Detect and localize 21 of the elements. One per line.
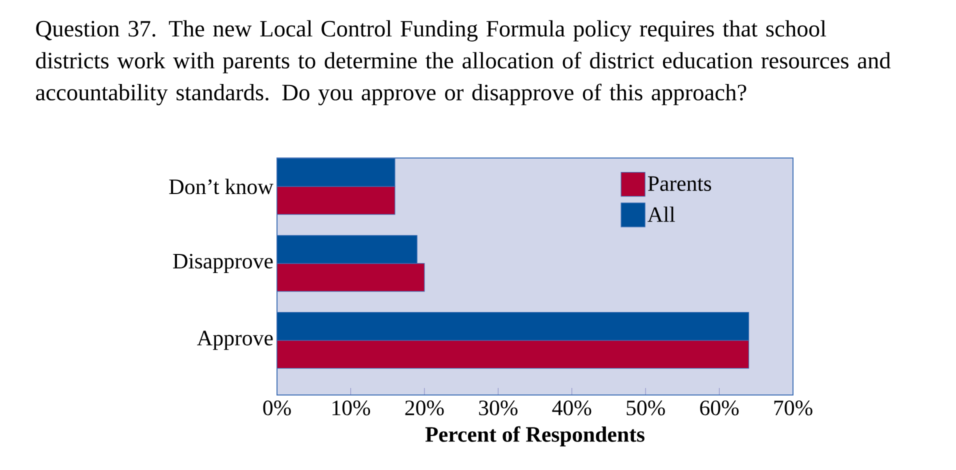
y-tick-label: Don’t know xyxy=(169,178,274,194)
x-tick-label: 60% xyxy=(700,400,739,416)
chart-title: Question 37. The new Local Control Funding Formula policy requires that school districts work with parents to determine the allocation of district education resources and accountability standards. Do you approve or disapprove of this approach? xyxy=(36,20,891,106)
y-tick-label: Approve xyxy=(197,330,273,350)
legend-label: All xyxy=(648,206,675,222)
bar xyxy=(277,158,396,187)
bar xyxy=(277,340,750,369)
x-tick-label: 40% xyxy=(552,400,592,416)
bar xyxy=(277,263,425,292)
legend-label: Parents xyxy=(648,176,712,191)
x-tick-label: 20% xyxy=(405,400,444,416)
y-tick-label: Disapprove xyxy=(173,254,273,273)
x-axis-title: Percent of Respondents xyxy=(425,426,644,446)
x-tick-label: 0% xyxy=(263,400,291,416)
x-tick-label: 50% xyxy=(626,400,665,416)
bar xyxy=(277,312,750,341)
x-tick-label: 10% xyxy=(332,400,370,416)
x-tick-label: 70% xyxy=(774,400,812,416)
bar xyxy=(277,235,418,264)
x-tick-label: 30% xyxy=(479,400,518,416)
bar xyxy=(277,186,396,215)
